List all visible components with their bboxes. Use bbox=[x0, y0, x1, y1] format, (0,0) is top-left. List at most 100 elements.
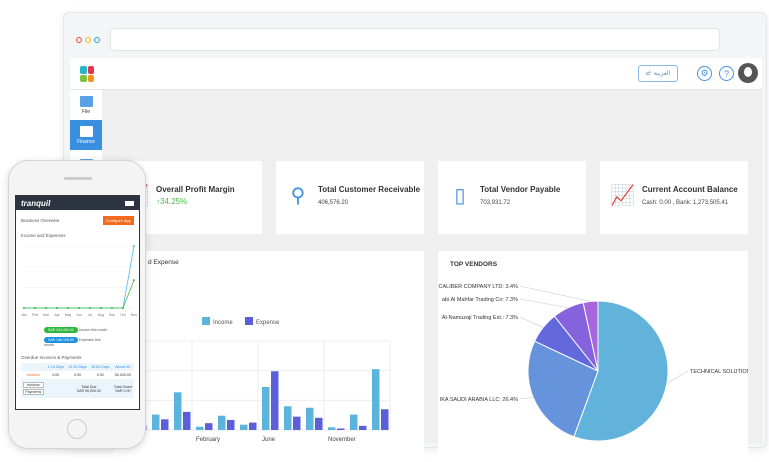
data-point bbox=[34, 307, 36, 309]
slice-label: Al-Namuzaji Trading Est.: 7.3% bbox=[442, 315, 518, 321]
invoices-button[interactable]: Invoices bbox=[23, 382, 44, 388]
app-header: ⇄ العربية ⚙ ? bbox=[70, 58, 762, 90]
address-bar[interactable] bbox=[110, 28, 720, 51]
door-icon: ▯ bbox=[454, 185, 466, 207]
data-point bbox=[122, 307, 124, 309]
col-header: 15-30 Days bbox=[68, 365, 87, 369]
bar-income bbox=[262, 386, 270, 430]
label-leader bbox=[519, 298, 569, 309]
sidebar-item-file[interactable]: File bbox=[70, 90, 102, 120]
data-point bbox=[23, 307, 25, 309]
income-label: Income this month bbox=[78, 328, 108, 332]
cell: 50,000.00 bbox=[114, 373, 131, 377]
data-point bbox=[45, 307, 47, 309]
label-leader bbox=[666, 370, 689, 384]
income-summary: SAR 224,400.00 Income this month bbox=[16, 325, 139, 335]
chart-title: d Expense bbox=[148, 259, 179, 266]
bar-expense bbox=[205, 423, 213, 430]
bar-income bbox=[174, 392, 182, 430]
customer-receivable-card[interactable]: ⚲ Total Customer Receivable 406,576.20 bbox=[276, 161, 424, 234]
label-leader bbox=[519, 316, 544, 328]
home-button[interactable] bbox=[67, 419, 87, 439]
bar-expense bbox=[183, 411, 191, 430]
income-badge: SAR 224,400.00 bbox=[44, 327, 78, 333]
x-tick-label: Jun bbox=[76, 313, 82, 317]
expense-summary: SAR 146,105.00 Expenses this month bbox=[16, 335, 139, 349]
data-point bbox=[89, 307, 91, 309]
legend-swatch bbox=[245, 317, 253, 325]
legend-label: Income bbox=[213, 320, 233, 326]
configure-app-button[interactable]: Configure App bbox=[102, 216, 134, 225]
bar-expense bbox=[315, 417, 323, 430]
bar-expense bbox=[227, 419, 235, 430]
phone-title-row: Business Overview Configure App bbox=[16, 210, 139, 231]
phone-screen: tranquil Business Overview Configure App … bbox=[15, 195, 140, 410]
phone-topbar: tranquil bbox=[16, 196, 139, 210]
label-leader bbox=[519, 397, 534, 400]
browser-window: ⇄العربية ⚙ ? File Finance 📈Overall Profi… bbox=[63, 12, 767, 462]
folder-icon bbox=[79, 95, 93, 107]
window-controls bbox=[76, 37, 100, 43]
sidebar-item-finance[interactable]: Finance bbox=[70, 120, 102, 150]
bar-expense bbox=[293, 416, 301, 430]
x-tick-label: May bbox=[65, 313, 72, 317]
account-balance-card[interactable]: 📈 Current Account Balance Cash: 0.00 , Ban… bbox=[600, 161, 748, 234]
growth-chart-icon: 📈 bbox=[610, 185, 635, 207]
income-expense-chart: IncomeExpenseAprilFebruaryJuneNovember bbox=[125, 317, 391, 443]
expense-label: Expenses this month bbox=[44, 338, 101, 347]
overdue-table: 1-15 Days 15-30 Days 30-60 Days Above 60 In… bbox=[21, 363, 134, 398]
x-tick-label: Aug bbox=[98, 313, 104, 317]
slice-label: abi Al Mahfar Trading Co: 7.3% bbox=[442, 297, 518, 303]
bar-income bbox=[240, 424, 248, 430]
data-point bbox=[100, 307, 102, 309]
avatar[interactable] bbox=[738, 63, 758, 83]
pie-slice bbox=[582, 300, 599, 372]
bar-expense bbox=[271, 371, 279, 430]
col-header: Above 60 bbox=[115, 365, 131, 369]
total-owed-label: Total Owed bbox=[113, 384, 132, 389]
cell: 0.00 bbox=[96, 373, 104, 377]
data-point bbox=[78, 307, 80, 309]
row-label: Invoices bbox=[26, 373, 40, 377]
data-point bbox=[133, 245, 135, 247]
x-tick-label: June bbox=[262, 437, 276, 443]
total-owed: SAR 0.00 bbox=[115, 388, 131, 393]
x-tick-label: Jan bbox=[21, 313, 27, 317]
app-logo[interactable] bbox=[80, 66, 94, 82]
col-header: 30-60 Days bbox=[91, 365, 110, 369]
bar-income bbox=[152, 414, 160, 430]
vendor-payable-card[interactable]: ▯ Total Vendor Payable 703,931.72 bbox=[438, 161, 586, 234]
x-tick-label: Apr bbox=[54, 313, 60, 317]
x-tick-label: Nov bbox=[131, 313, 137, 317]
x-tick-label: Jul bbox=[88, 313, 93, 317]
x-tick-label: November bbox=[328, 437, 356, 443]
table-row: Invoices 0.00 0.00 0.00 50,000.00 bbox=[21, 371, 134, 379]
help-icon[interactable]: ? bbox=[719, 66, 734, 81]
bar-income bbox=[372, 369, 380, 430]
bar-expense bbox=[381, 409, 389, 430]
x-tick-label: Sep bbox=[109, 313, 115, 317]
finance-icon bbox=[79, 125, 93, 137]
phone-line-chart: Jan Feb Mar Apr May Jun Jul Aug Sep Oct Nov bbox=[21, 245, 137, 317]
bar-income bbox=[328, 427, 336, 430]
x-tick-label: Mar bbox=[43, 313, 50, 317]
data-point bbox=[56, 307, 58, 309]
label-leader bbox=[519, 285, 591, 302]
top-vendors-panel: TOP VENDORS TECHNICAL SOLUTION TRADI IKA … bbox=[438, 251, 748, 462]
swap-icon: ⇄ bbox=[645, 71, 651, 77]
language-toggle-button[interactable]: ⇄ العربية bbox=[638, 65, 678, 82]
payments-button[interactable]: Payments bbox=[23, 389, 44, 395]
settings-icon[interactable]: ⚙ bbox=[697, 66, 712, 81]
phone-title: Business Overview bbox=[21, 218, 60, 223]
menu-icon[interactable] bbox=[125, 200, 134, 206]
top-vendors-pie: TECHNICAL SOLUTION TRADI IKA SAUDI ARABIA… bbox=[439, 284, 748, 442]
bar-expense bbox=[359, 425, 367, 430]
bar-expense bbox=[337, 428, 345, 430]
legend-label: Expense bbox=[256, 320, 280, 326]
cell: 0.00 bbox=[52, 373, 60, 377]
data-point bbox=[133, 279, 135, 282]
pie-slice bbox=[527, 340, 599, 438]
chart-title: TOP VENDORS bbox=[450, 261, 498, 268]
data-point bbox=[111, 307, 113, 309]
bar-income bbox=[218, 415, 226, 430]
